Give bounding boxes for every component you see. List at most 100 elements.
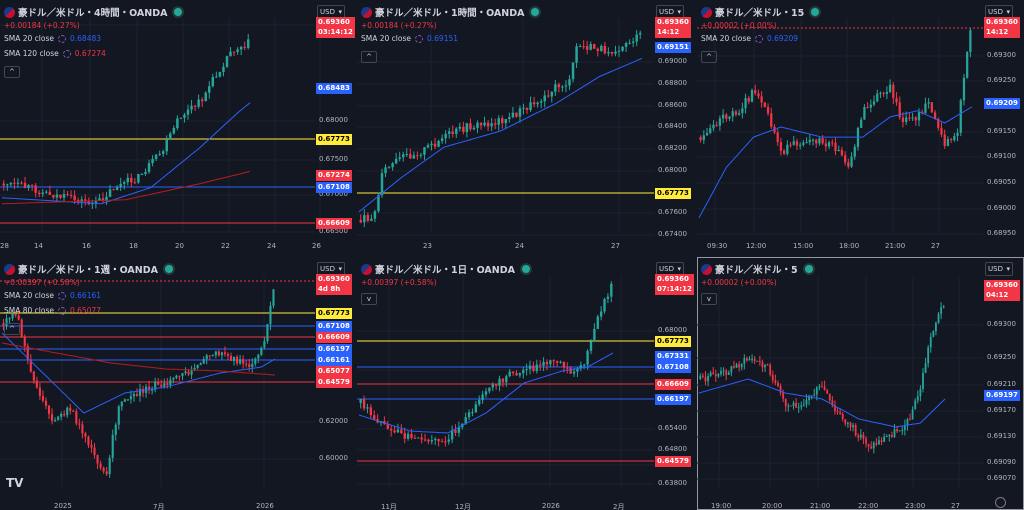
chart-header[interactable]: 豪ドル／米ドル・1週・OANDA xyxy=(4,262,173,276)
sma-line-long[interactable] xyxy=(1,170,251,205)
price-tag[interactable]: 0.67331 xyxy=(655,351,691,362)
price-tag[interactable]: 0.69360 04:12 xyxy=(984,280,1020,301)
price-axis-label: 0.68800 xyxy=(658,79,687,87)
chart-canvas[interactable] xyxy=(697,0,1024,256)
price-tag[interactable]: 0.64579 xyxy=(655,456,691,467)
price-tag[interactable]: 0.67773 xyxy=(655,188,691,199)
price-tag[interactable]: 0.64579 xyxy=(316,377,352,388)
price-axis-label: 0.69090 xyxy=(987,458,1016,466)
candle xyxy=(433,143,437,147)
price-tag[interactable]: 0.66197 xyxy=(655,394,691,405)
price-tag[interactable]: 0.69151 xyxy=(655,42,691,53)
chart-canvas[interactable] xyxy=(357,0,696,256)
price-tag[interactable]: 0.66609 xyxy=(316,332,352,343)
market-status-icon[interactable] xyxy=(164,265,173,273)
price-tag[interactable]: 0.69360 14:12 xyxy=(984,17,1020,38)
chart-canvas[interactable] xyxy=(357,257,696,510)
indicator-settings-icon[interactable] xyxy=(755,34,763,43)
price-tag[interactable]: 0.69360 14:12 xyxy=(655,17,691,38)
price-tag[interactable]: 0.68483 xyxy=(316,83,352,94)
price-tag[interactable]: 0.66161 xyxy=(316,355,352,366)
chart-panel-1h[interactable]: 豪ドル／米ドル・1時間・OANDA +0.00184 (+0.27%) SMA 20… xyxy=(357,0,696,256)
price-tag[interactable]: 0.69209 xyxy=(984,98,1020,109)
price-tag[interactable]: 0.66609 xyxy=(655,379,691,390)
currency-selector[interactable]: USD ▾ xyxy=(985,262,1013,276)
indicator-settings-icon[interactable] xyxy=(62,49,71,58)
chart-canvas[interactable] xyxy=(0,0,356,256)
chart-header[interactable]: 豪ドル／米ドル・5 xyxy=(701,262,813,276)
candle xyxy=(872,101,876,105)
indicator-settings-icon[interactable] xyxy=(415,34,423,43)
symbol-title[interactable]: 豪ドル／米ドル・15 xyxy=(715,8,805,19)
candle xyxy=(564,85,568,87)
chart-panel-4h[interactable]: 豪ドル／米ドル・4時間・OANDA +0.00184 (+0.27%) SMA 20… xyxy=(0,0,356,256)
tradingview-logo[interactable]: TV xyxy=(6,476,24,490)
chart-header[interactable]: 豪ドル／米ドル・1日・OANDA xyxy=(361,262,530,276)
legend-collapse-button[interactable]: ^ xyxy=(4,66,20,78)
price-tag[interactable]: 0.69360 4d 8h xyxy=(316,274,352,295)
indicator-settings-icon[interactable] xyxy=(58,306,66,315)
sma-line[interactable] xyxy=(358,352,614,434)
sma-line-long[interactable] xyxy=(1,342,276,376)
legend-collapse-button[interactable]: ^ xyxy=(361,51,377,63)
chart-canvas[interactable] xyxy=(0,257,356,510)
price-tag[interactable]: 0.69197 xyxy=(984,390,1020,401)
chart-panel-1d[interactable]: 豪ドル／米ドル・1日・OANDA +0.00397 (+0.58%) v USD ▾ 0.… xyxy=(357,257,696,510)
legend-collapse-button[interactable]: v xyxy=(361,293,377,305)
chart-panel-15m[interactable]: 豪ドル／米ドル・15 +0.00002 (+0.00%) SMA 20 close 0… xyxy=(697,0,1024,256)
sma-line[interactable] xyxy=(698,106,973,219)
candle xyxy=(239,46,243,50)
price-tag[interactable]: 0.67773 xyxy=(655,336,691,347)
price-tag[interactable]: 0.65077 xyxy=(316,366,352,377)
settings-icon[interactable] xyxy=(995,497,1006,508)
indicator-legend[interactable]: SMA 20 close 0.69151 xyxy=(361,34,458,43)
indicator-legend[interactable]: SMA 20 close 0.66161 xyxy=(4,291,101,300)
currency-selector[interactable]: USD ▾ xyxy=(656,5,684,19)
symbol-title[interactable]: 豪ドル／米ドル・1時間・OANDA xyxy=(375,8,525,19)
price-tag[interactable]: 0.67274 xyxy=(316,170,352,181)
symbol-title[interactable]: 豪ドル／米ドル・1週・OANDA xyxy=(18,265,158,276)
chart-canvas[interactable] xyxy=(697,257,1024,510)
candle xyxy=(451,131,454,134)
candle xyxy=(607,52,610,54)
candle xyxy=(878,440,880,445)
sma-line[interactable] xyxy=(698,378,946,428)
indicator-legend[interactable]: SMA 20 close 0.68483 xyxy=(4,34,101,43)
price-tag[interactable]: 0.67773 xyxy=(316,134,352,145)
indicator-legend[interactable]: SMA 120 close 0.67274 xyxy=(4,49,106,58)
market-status-icon[interactable] xyxy=(174,8,183,16)
price-tag[interactable]: 0.69360 07:14:12 xyxy=(655,274,694,295)
symbol-title[interactable]: 豪ドル／米ドル・4時間・OANDA xyxy=(18,8,168,19)
price-tag[interactable]: 0.67773 xyxy=(316,308,352,319)
chart-header[interactable]: 豪ドル／米ドル・15 xyxy=(701,5,820,19)
candle xyxy=(891,435,893,437)
price-tag[interactable]: 0.67108 xyxy=(316,321,352,332)
indicator-settings-icon[interactable] xyxy=(58,291,66,300)
sma-line[interactable] xyxy=(1,102,251,205)
indicator-settings-icon[interactable] xyxy=(58,34,66,43)
price-tag[interactable]: 0.69360 03:14:12 xyxy=(316,17,355,38)
price-tag[interactable]: 0.66609 xyxy=(316,218,352,229)
chart-header[interactable]: 豪ドル／米ドル・4時間・OANDA xyxy=(4,5,183,19)
price-tag[interactable]: 0.67108 xyxy=(316,182,352,193)
price-tag[interactable]: 0.67108 xyxy=(655,362,691,373)
indicator-legend[interactable]: SMA 80 close 0.65077 xyxy=(4,306,101,315)
market-status-icon[interactable] xyxy=(811,8,820,16)
candle xyxy=(839,412,842,414)
legend-collapse-button[interactable]: ^ xyxy=(701,51,717,63)
chart-panel-5m[interactable]: 豪ドル／米ドル・5 +0.00002 (+0.00%) v USD ▾ 0.69300 0.… xyxy=(697,257,1024,510)
symbol-title[interactable]: 豪ドル／米ドル・5 xyxy=(715,265,798,276)
sma-line[interactable] xyxy=(358,57,643,213)
chart-panel-1w[interactable]: 豪ドル／米ドル・1週・OANDA +0.00397 (+0.58%) SMA 20 … xyxy=(0,257,356,510)
market-status-icon[interactable] xyxy=(804,265,813,273)
price-tag[interactable]: 0.66197 xyxy=(316,344,352,355)
market-status-icon[interactable] xyxy=(521,265,530,273)
candle xyxy=(117,406,120,425)
symbol-title[interactable]: 豪ドル／米ドル・1日・OANDA xyxy=(375,265,515,276)
legend-collapse-button[interactable]: v xyxy=(701,293,717,305)
indicator-legend[interactable]: SMA 20 close 0.69209 xyxy=(701,34,798,43)
chart-header[interactable]: 豪ドル／米ドル・1時間・OANDA xyxy=(361,5,540,19)
market-status-icon[interactable] xyxy=(531,8,540,16)
candle xyxy=(54,420,57,422)
legend-collapse-button[interactable]: ^ xyxy=(4,323,20,335)
